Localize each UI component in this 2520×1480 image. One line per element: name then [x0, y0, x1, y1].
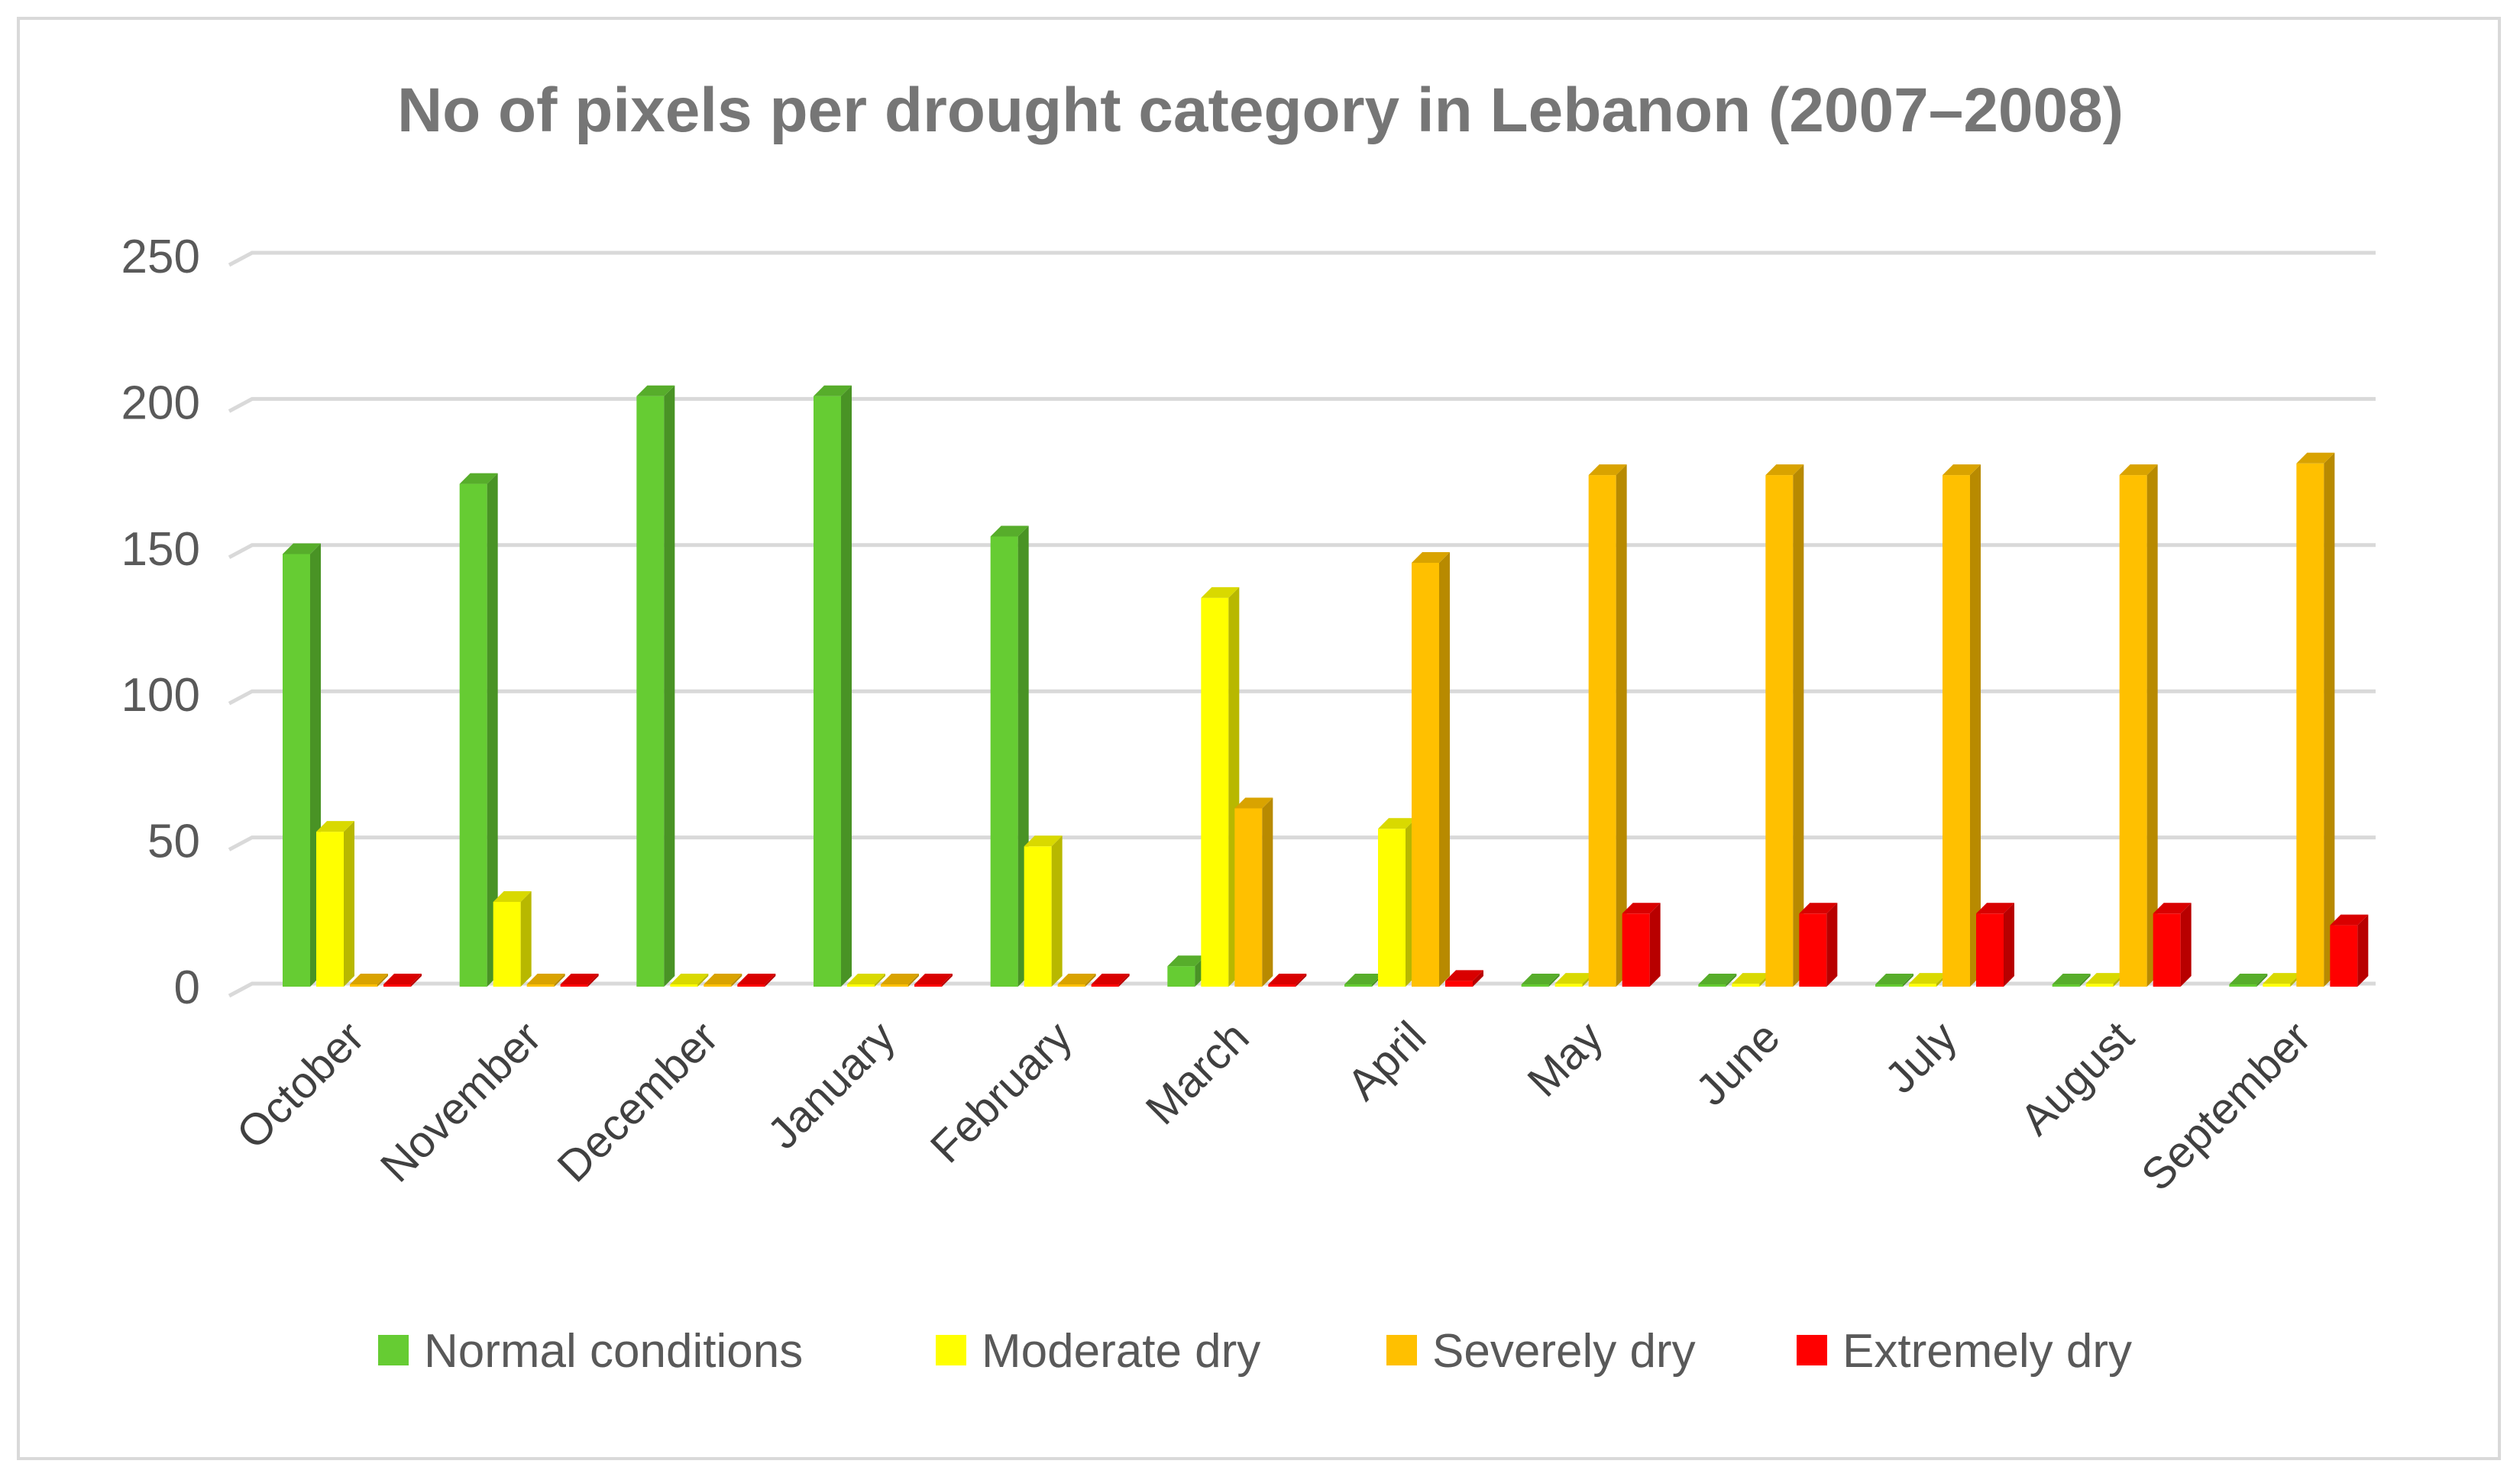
bar-extremely-dry-december [737, 974, 776, 987]
bar-extremely-dry-november [560, 974, 599, 987]
bar-extremely-dry-march [1268, 974, 1307, 987]
bar-severely-dry-april [1412, 551, 1450, 987]
legend-label: Extremely dry [1842, 1325, 2132, 1378]
bar-moderate-dry-april [1378, 818, 1416, 987]
bar-normal-conditions-may [1521, 974, 1560, 987]
legend-swatch [1797, 1335, 1827, 1365]
bar-severely-dry-august [2119, 464, 2158, 987]
x-tick-label: January [758, 1012, 904, 1158]
legend-item-extremely-dry: Extremely dry [1797, 1325, 2132, 1378]
x-tick-label: June [1687, 1012, 1790, 1115]
bar-extremely-dry-august [2153, 903, 2192, 987]
bar-moderate-dry-december [670, 974, 709, 987]
legend-item-moderate-dry: Moderate dry [936, 1325, 1260, 1378]
gridline-50 [228, 835, 2376, 851]
bar-normal-conditions-february [990, 525, 1029, 987]
bar-normal-conditions-august [2052, 974, 2091, 987]
bar-normal-conditions-september [2229, 974, 2268, 987]
y-tick-label: 0 [174, 961, 200, 1014]
x-tick-label: March [1137, 1012, 1259, 1134]
bar-moderate-dry-march [1201, 587, 1240, 987]
gridlines [228, 250, 2376, 998]
y-tick-label: 200 [121, 376, 200, 429]
bar-extremely-dry-may [1622, 903, 1661, 987]
legend-item-severely-dry: Severely dry [1386, 1325, 1696, 1378]
legend-swatch [378, 1335, 409, 1365]
bar-extremely-dry-february [1091, 974, 1130, 987]
x-tick-label: May [1518, 1012, 1612, 1106]
chart-area [17, 17, 2501, 1460]
bar-normal-conditions-january [814, 385, 852, 987]
gridline-100 [228, 689, 2376, 706]
gridline-150 [228, 543, 2376, 560]
bar-extremely-dry-april [1445, 970, 1483, 987]
bar-normal-conditions-july [1875, 974, 1913, 987]
legend: Normal conditions Moderate dry Severely dr… [378, 1325, 2132, 1378]
bar-severely-dry-december [704, 974, 742, 987]
bar-severely-dry-september [2296, 452, 2335, 987]
bar-normal-conditions-november [459, 473, 498, 987]
legend-label: Moderate dry [982, 1325, 1260, 1378]
bar-severely-dry-may [1588, 464, 1627, 987]
legend-item-normal-conditions: Normal conditions [378, 1325, 803, 1378]
bar-normal-conditions-december [636, 385, 675, 987]
x-tick-label: September [2132, 1012, 2321, 1200]
bar-extremely-dry-june [1799, 903, 1838, 987]
gridline-250 [228, 250, 2376, 267]
chart-title: No of pixels per drought category in Leb… [397, 76, 2124, 145]
bar-severely-dry-november [526, 974, 565, 987]
bar-extremely-dry-january [914, 974, 953, 987]
gridline-200 [228, 396, 2376, 413]
gridline-0 [228, 981, 2376, 998]
bar-moderate-dry-october [316, 821, 354, 987]
legend-label: Severely dry [1432, 1325, 1696, 1378]
bar-severely-dry-february [1057, 974, 1096, 987]
bar-normal-conditions-june [1698, 974, 1737, 987]
x-tick-label: July [1875, 1012, 1966, 1103]
bars [283, 385, 2369, 987]
y-axis-ticks: 0 50 100 150 200 250 [121, 231, 200, 1014]
bar-severely-dry-october [350, 974, 388, 987]
bar-extremely-dry-july [1976, 903, 2014, 987]
bar-severely-dry-june [1765, 464, 1804, 987]
x-tick-label: October [227, 1012, 374, 1158]
x-tick-label: August [2011, 1012, 2143, 1145]
legend-swatch [936, 1335, 966, 1365]
bar-moderate-dry-february [1024, 835, 1063, 987]
y-tick-label: 150 [121, 523, 200, 576]
y-tick-label: 50 [147, 816, 200, 868]
y-tick-label: 100 [121, 669, 200, 722]
legend-label: Normal conditions [424, 1325, 803, 1378]
bar-severely-dry-july [1943, 464, 1981, 987]
bar-normal-conditions-october [283, 543, 321, 987]
bar-moderate-dry-november [493, 890, 532, 987]
bar-extremely-dry-october [383, 974, 422, 987]
bar-severely-dry-january [881, 974, 919, 987]
bar-extremely-dry-september [2330, 914, 2369, 987]
bar-moderate-dry-january [847, 974, 885, 987]
x-tick-label: April [1338, 1012, 1435, 1110]
legend-swatch [1386, 1335, 1417, 1365]
bar-severely-dry-march [1234, 797, 1273, 987]
y-tick-label: 250 [121, 231, 200, 283]
x-tick-label: December [548, 1012, 727, 1191]
x-tick-label: February [921, 1012, 1082, 1172]
x-tick-label: November [371, 1012, 551, 1191]
